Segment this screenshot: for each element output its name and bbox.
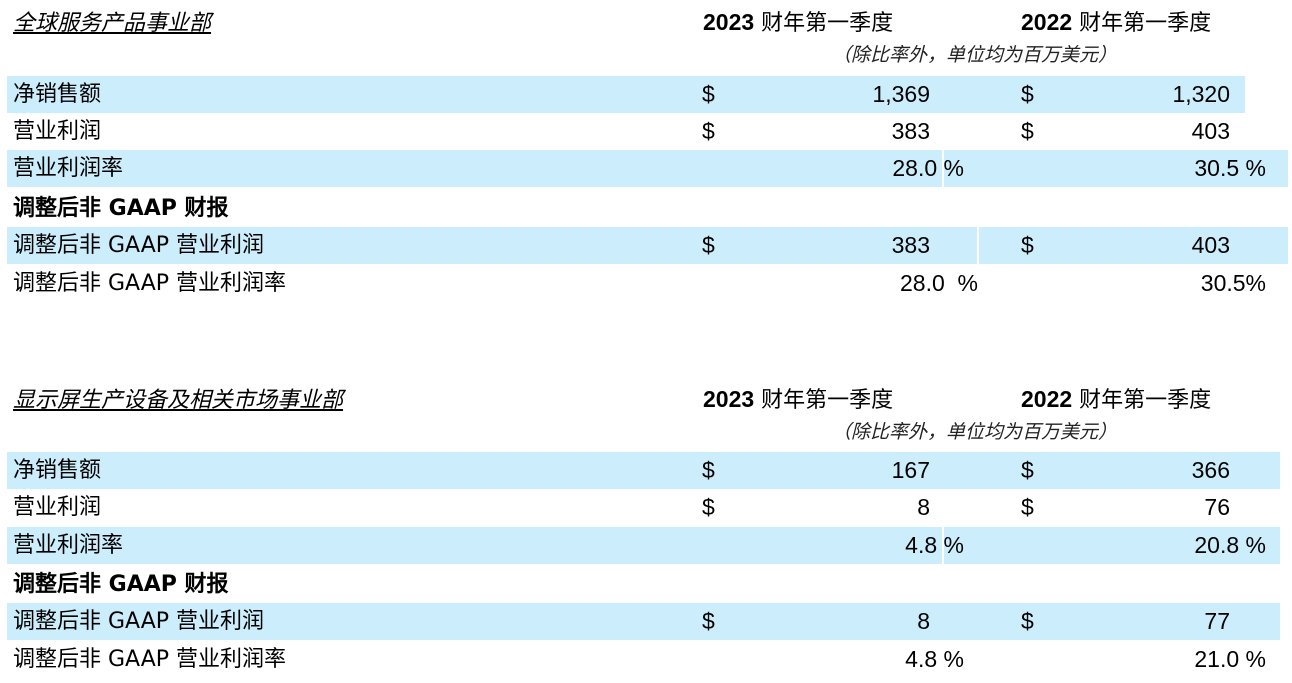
table-row: 净销售额 $ 1,369 $ 1,320 — [0, 76, 1292, 113]
row-label: 净销售额 — [13, 82, 102, 107]
dollar-sign: $ — [1021, 81, 1034, 107]
header-year: 2022 — [1021, 386, 1073, 412]
row-label: 净销售额 — [13, 458, 102, 483]
dollar-sign: $ — [702, 81, 715, 107]
value-2023: 167 — [891, 457, 930, 483]
dollar-sign: $ — [702, 494, 715, 520]
dollar-sign: $ — [1021, 457, 1034, 483]
row-label: 营业利润 — [13, 495, 102, 520]
table-row: 调整后非 GAAP 营业利润 $ 383 $ 403 — [0, 227, 1292, 264]
dollar-sign: $ — [1021, 494, 1034, 520]
value-2023: 383 — [891, 118, 930, 144]
value-2022: 30.5% — [1200, 270, 1266, 296]
dollar-sign: $ — [1021, 232, 1034, 258]
value-2023: 4.8 % — [905, 646, 964, 672]
row-label: 营业利润率 — [13, 533, 124, 558]
column-header-2023: 2023 财年第一季度 — [703, 382, 893, 414]
row-label: 调整后非 GAAP 财报 — [13, 196, 229, 221]
table-row: 调整后非 GAAP 财报 — [0, 566, 1292, 603]
value-2023: 28.0 % — [900, 270, 978, 296]
display-equipment-section: 显示屏生产设备及相关市场事业部 2023 财年第一季度 2022 财年第一季度 … — [0, 377, 1292, 677]
table-row: 调整后非 GAAP 营业利润率 4.8 % 21.0 % — [0, 641, 1292, 678]
header-year: 2023 — [703, 386, 755, 412]
value-2023: 8 — [917, 494, 930, 520]
value-2023: 8 — [917, 608, 930, 634]
value-2022: 21.0 % — [1194, 646, 1266, 672]
dollar-sign: $ — [702, 457, 715, 483]
value-2022: 1,320 — [1172, 81, 1230, 107]
row-label: 调整后非 GAAP 营业利润率 — [13, 271, 287, 296]
row-label: 调整后非 GAAP 营业利润 — [13, 233, 265, 258]
header-year: 2023 — [703, 9, 755, 35]
value-2023: 4.8 % — [905, 532, 964, 558]
column-header-2022: 2022 财年第一季度 — [1021, 382, 1211, 414]
dollar-sign: $ — [702, 232, 715, 258]
section-title: 显示屏生产设备及相关市场事业部 — [13, 388, 344, 413]
section-title: 全球服务产品事业部 — [13, 11, 212, 36]
dollar-sign: $ — [702, 608, 715, 634]
value-2022: 20.8 % — [1194, 532, 1266, 558]
table-row: 调整后非 GAAP 财报 — [0, 190, 1292, 227]
units-note: （除比率外，单位均为百万美元） — [832, 44, 1118, 66]
header-text: 财年第一季度 — [754, 11, 894, 36]
value-2023: 1,369 — [872, 81, 930, 107]
table-row: 调整后非 GAAP 营业利润率 28.0 % 30.5% — [0, 265, 1292, 302]
table-row: 调整后非 GAAP 营业利润 $ 8 $ 77 — [0, 603, 1292, 640]
dollar-sign: $ — [1021, 118, 1034, 144]
global-service-section: 全球服务产品事业部 2023 财年第一季度 2022 财年第一季度 （除比率外，… — [0, 0, 1292, 300]
row-label: 调整后非 GAAP 营业利润率 — [13, 647, 287, 672]
value-2022: 403 — [1191, 232, 1230, 258]
value-2022: 76 — [1204, 494, 1230, 520]
value-2022: 366 — [1191, 457, 1230, 483]
value-2022: 30.5 % — [1194, 155, 1266, 181]
row-label: 调整后非 GAAP 营业利润 — [13, 609, 265, 634]
table-row: 营业利润率 28.0 % 30.5 % — [0, 150, 1292, 187]
table-row: 营业利润 $ 383 $ 403 — [0, 113, 1292, 150]
row-label: 营业利润 — [13, 119, 102, 144]
table-row: 净销售额 $ 167 $ 366 — [0, 452, 1292, 489]
value-2023: 28.0 % — [892, 155, 964, 181]
header-text: 财年第一季度 — [754, 388, 894, 413]
row-label: 调整后非 GAAP 财报 — [13, 572, 229, 597]
header-text: 财年第一季度 — [1072, 388, 1212, 413]
column-header-2023: 2023 财年第一季度 — [703, 5, 893, 37]
column-header-2022: 2022 财年第一季度 — [1021, 5, 1211, 37]
value-2022: 77 — [1204, 608, 1230, 634]
value-2022: 403 — [1191, 118, 1230, 144]
row-label: 营业利润率 — [13, 156, 124, 181]
table-row: 营业利润 $ 8 $ 76 — [0, 489, 1292, 526]
header-text: 财年第一季度 — [1072, 11, 1212, 36]
units-note: （除比率外，单位均为百万美元） — [832, 421, 1118, 443]
value-2023: 383 — [891, 232, 930, 258]
dollar-sign: $ — [1021, 608, 1034, 634]
table-row: 营业利润率 4.8 % 20.8 % — [0, 527, 1292, 564]
dollar-sign: $ — [702, 118, 715, 144]
header-year: 2022 — [1021, 9, 1073, 35]
